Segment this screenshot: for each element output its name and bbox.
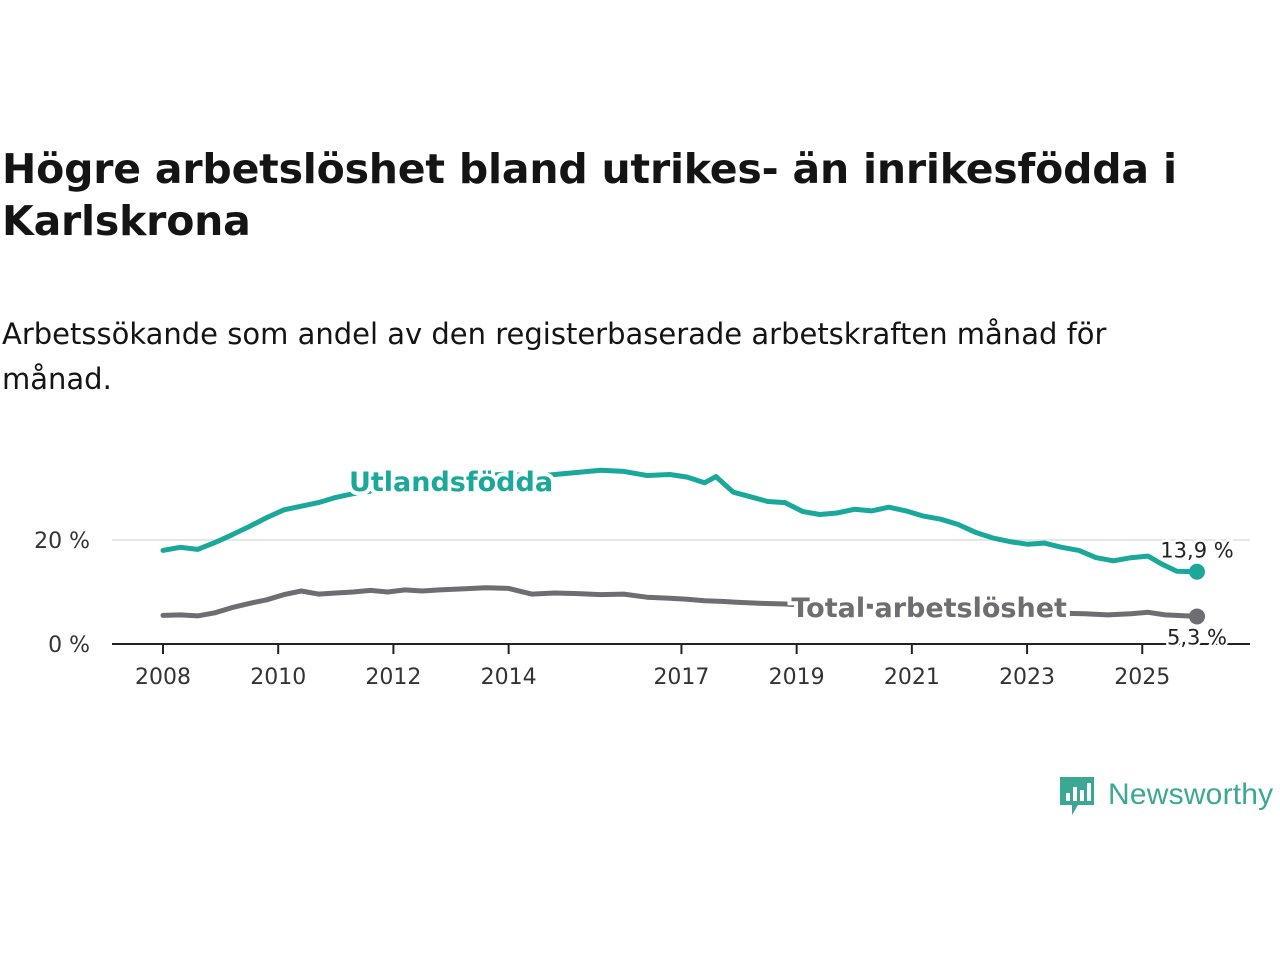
x-tick-label: 2008 [135,665,191,690]
x-tick-label: 2021 [884,665,940,690]
chart-subtitle: Arbetssökande som andel av den registerb… [2,317,1107,396]
end-value-label-total: 5,3 % [1167,625,1227,649]
brand-logo: Newsworthy [1058,773,1273,817]
end-value-label-foreign: 13,9 % [1160,539,1233,563]
brand-name: Newsworthy [1108,778,1274,811]
x-tick-label: 2017 [653,665,709,690]
series-labels: 13,9 % Utlandsfödda 5,3 % Total arbetslöshe… [345,463,1236,652]
x-tick-label: 2014 [481,665,537,690]
x-tick-label: 2023 [999,665,1055,690]
end-point-foreign [1189,563,1205,580]
x-tick-label: 2010 [250,665,306,690]
end-point-total [1189,608,1205,625]
x-tick-label: 2025 [1114,665,1170,690]
y-axis-ticks: 0 % 20 % [34,529,90,658]
x-tick-label: 2012 [365,665,421,690]
x-axis-ticks: 2008 2010 2012 2014 2017 2019 2021 2023 2025 [135,644,1170,690]
series-line-total [160,585,1200,619]
newsworthy-logo-icon [1060,777,1094,815]
chart-title: Högre arbetslöshet bland utrikes- än inr… [2,145,1177,245]
series-name-label-total: Total arbetslöshet [791,593,1067,624]
series-lines [160,467,1205,625]
y-tick-label: 0 % [48,633,90,658]
x-tick-label: 2019 [769,665,825,690]
series-name-label-foreign: Utlandsfödda [349,467,553,498]
y-tick-label: 20 % [34,529,90,554]
series-line-foreign [160,467,1200,575]
